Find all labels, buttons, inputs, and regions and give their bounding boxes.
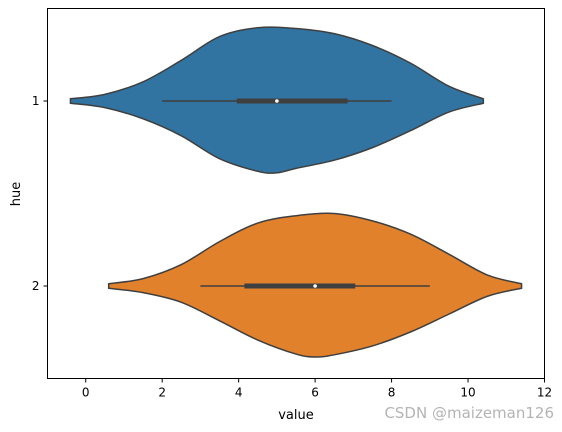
x-tick-label: 6: [311, 386, 319, 400]
x-axis-label: value: [278, 408, 314, 423]
y-tick-label: 2: [32, 279, 40, 293]
violins-layer: [69, 26, 523, 358]
x-tick-label: 0: [82, 386, 90, 400]
y-axis-ticks: 12: [32, 94, 48, 293]
y-axis-label: hue: [9, 182, 24, 206]
violin-iqr-box-1: [236, 98, 348, 104]
y-tick-label: 1: [32, 94, 40, 108]
x-axis-ticks: 0 2 4 6 8 10 12: [82, 378, 552, 400]
x-tick-label: 8: [388, 386, 396, 400]
x-tick-label: 10: [460, 386, 475, 400]
x-tick-label: 2: [158, 386, 166, 400]
watermark: CSDN @maizeman126: [384, 404, 554, 422]
axes-frame: [47, 8, 545, 379]
violin-median-2: [313, 284, 317, 288]
violin-iqr-box-2: [244, 283, 356, 289]
x-tick-label: 4: [235, 386, 243, 400]
x-tick-label: 12: [537, 386, 552, 400]
violin-median-1: [275, 99, 279, 103]
